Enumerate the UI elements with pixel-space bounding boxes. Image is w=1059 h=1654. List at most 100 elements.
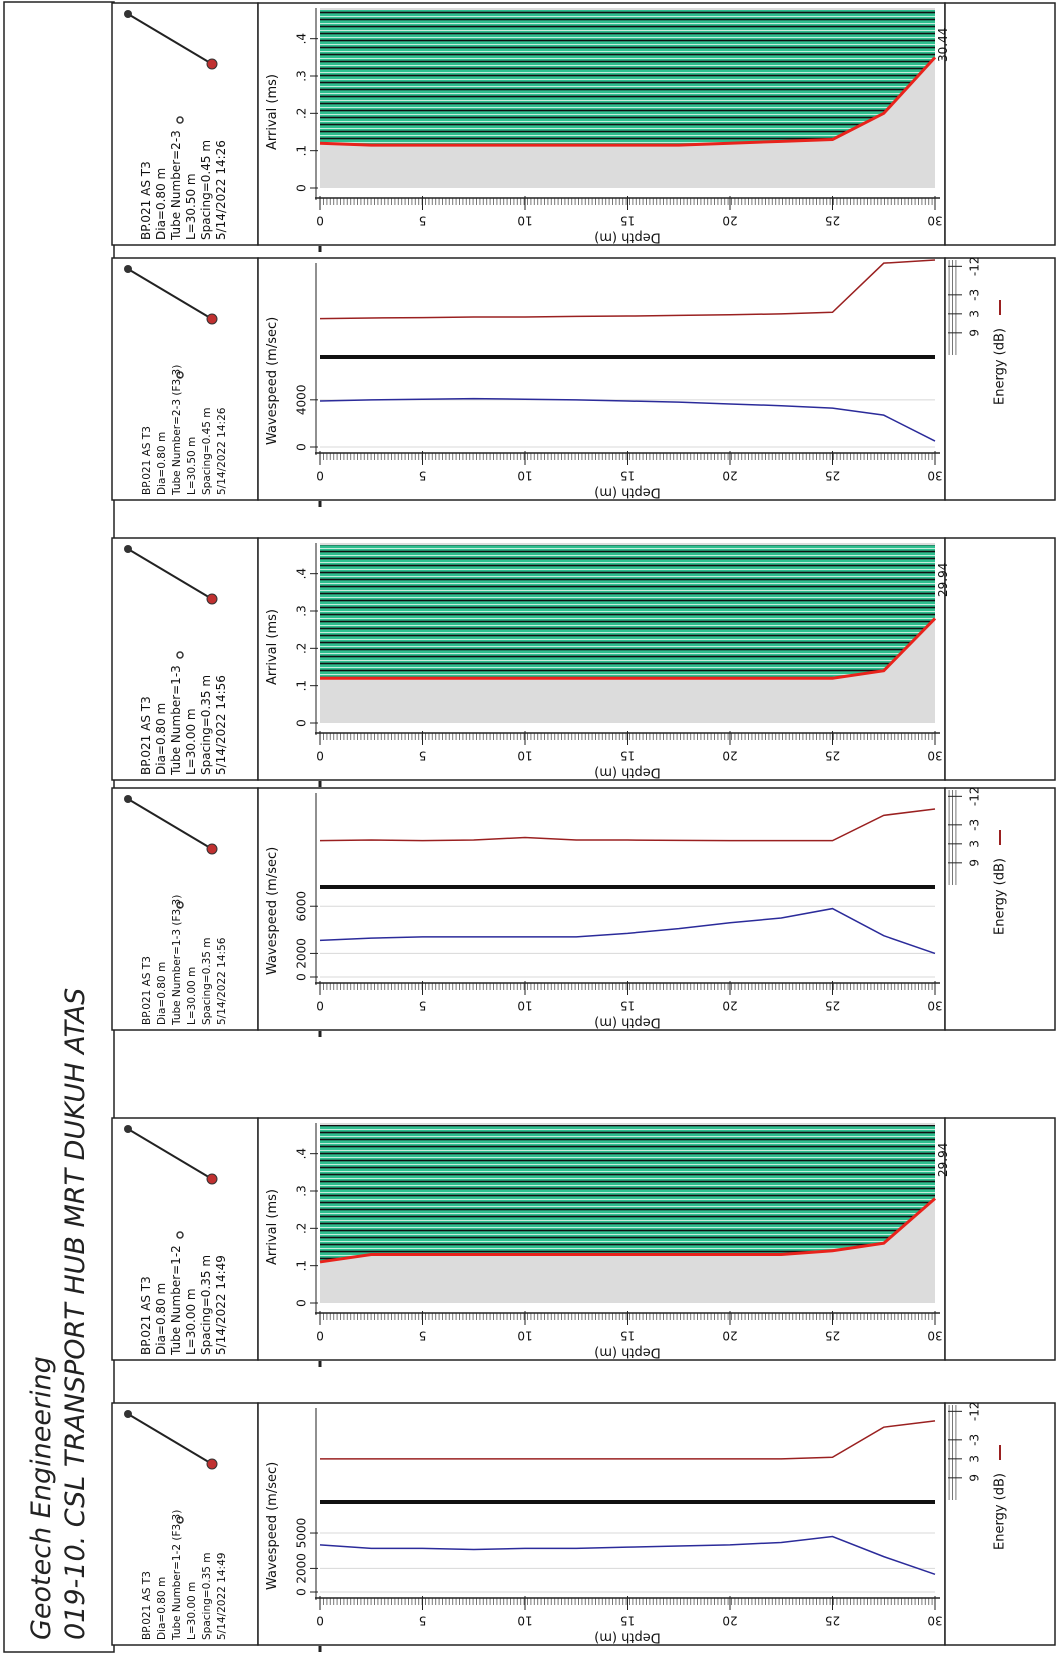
info-line: BP.021 AS T3: [139, 161, 153, 240]
y2-tick-label: 3: [968, 1455, 982, 1463]
y-tick-label: 0: [295, 184, 309, 192]
x-tick-label: 15: [620, 214, 635, 228]
waveform-area: [320, 545, 935, 679]
tube: [206, 58, 218, 70]
energy-line: [319, 259, 936, 320]
y2-tick-label: -12: [968, 1402, 982, 1422]
y2-axis-label: Energy (dB): [993, 858, 1008, 935]
info-box: [111, 1402, 259, 1646]
info-line: L=30.00 m: [184, 708, 198, 775]
tube: [206, 313, 218, 325]
info-line: Dia=0.80 m: [156, 962, 168, 1025]
tube: [176, 1516, 184, 1524]
tube: [206, 1458, 218, 1470]
tube-link: [127, 1413, 213, 1465]
side-box: [944, 1117, 1056, 1361]
info-line: Tube Number=1-3: [169, 665, 183, 776]
company: Geotech Engineering: [26, 1356, 57, 1640]
end-depth-label: 29.94: [936, 563, 950, 597]
x-tick-label: 30: [927, 1614, 942, 1628]
y-tick-label: .2: [295, 643, 309, 654]
x-tick-label: 5: [419, 749, 427, 763]
energy-scale-hatch: [948, 260, 958, 355]
x-tick-label: 25: [825, 1614, 840, 1628]
y2-axis-label: Energy (dB): [993, 1473, 1008, 1550]
tube: [124, 1410, 132, 1418]
tube: [124, 1125, 132, 1133]
x-tick-label: 30: [927, 749, 942, 763]
tube: [124, 795, 132, 803]
tube: [176, 371, 184, 379]
info-line: Spacing=0.45 m: [199, 140, 213, 240]
x-axis-label: Depth (m): [594, 1630, 661, 1645]
tube: [206, 593, 218, 605]
x-tick-label: 10: [517, 749, 532, 763]
x-tick-label: 25: [825, 1329, 840, 1343]
y-tick-label: 4000: [295, 385, 309, 416]
x-tick-label: 15: [620, 749, 635, 763]
y-axis-label: Wavespeed (m/sec): [265, 1462, 280, 1590]
x-tick-label: 30: [927, 469, 942, 483]
plot-box: [257, 257, 946, 501]
wavespeed-line: [319, 397, 936, 442]
y2-tick-label: 3: [968, 310, 982, 318]
x-tick-label: 10: [517, 1614, 532, 1628]
info-line: Dia=0.80 m: [156, 432, 168, 495]
info-box: [111, 1117, 259, 1361]
y2-tick-label: 9: [968, 859, 982, 867]
y-tick-label: 0: [295, 719, 309, 727]
project-title: 019-10. CSL TRANSPORT HUB MRT DUKUH ATAS: [60, 988, 91, 1640]
info-box: [111, 257, 259, 501]
x-tick-label: 25: [825, 469, 840, 483]
x-tick-label: 10: [517, 214, 532, 228]
y-axis-label: Arrival (ms): [265, 609, 280, 685]
waveform-area: [320, 1125, 935, 1262]
y-tick-label: 0: [295, 973, 309, 981]
x-tick-label: 15: [620, 1614, 635, 1628]
tube: [176, 1231, 184, 1239]
x-axis-label: Depth (m): [594, 230, 661, 245]
y-tick-label: 0: [295, 1588, 309, 1596]
info-line: L=30.50 m: [184, 173, 198, 240]
info-box: [111, 537, 259, 781]
y-tick-label: 6000: [295, 891, 309, 922]
tube: [176, 116, 184, 124]
energy-line: [320, 1420, 936, 1460]
info-line: Dia=0.80 m: [156, 1577, 168, 1640]
info-line: 5/14/2022 14:26: [214, 140, 228, 240]
x-tick-label: 5: [419, 214, 427, 228]
y-tick-label: 0: [295, 443, 309, 451]
y-axis-label: Wavespeed (m/sec): [265, 317, 280, 445]
x-tick-label: 15: [620, 469, 635, 483]
x-tick-label: 0: [316, 469, 324, 483]
y-tick-label: .4: [295, 33, 309, 44]
info-line: BP.021 AS T3: [141, 956, 153, 1025]
info-line: Tube Number=2-3: [169, 130, 183, 241]
y-tick-label: 5000: [295, 1518, 309, 1549]
side-box: [944, 257, 1056, 501]
x-tick-label: 0: [316, 999, 324, 1013]
y2-tick-label: -12: [968, 257, 982, 277]
tube: [124, 265, 132, 273]
title-frame: [3, 1, 115, 1653]
info-line: BP.021 AS T3: [141, 426, 153, 495]
x-tick-label: 30: [927, 1329, 942, 1343]
info-line: 5/14/2022 14:56: [214, 675, 228, 775]
info-line: Tube Number=1-2: [169, 1245, 183, 1356]
x-tick-label: 10: [517, 469, 532, 483]
x-tick-label: 5: [419, 469, 427, 483]
x-tick-label: 20: [722, 1614, 737, 1628]
x-tick-label: 0: [316, 214, 324, 228]
first-arrival-line: [320, 617, 937, 680]
y2-axis-label: Energy (dB): [993, 328, 1008, 405]
energy-line: [319, 808, 936, 842]
info-line: BP.021 AS T3: [139, 1276, 153, 1355]
end-depth-label: 29.94: [936, 1143, 950, 1177]
tube-link: [127, 548, 213, 600]
y-tick-label: .4: [295, 1148, 309, 1159]
info-line: Tube Number=1-3 (F3,3): [171, 895, 183, 1026]
x-tick-label: 15: [620, 1329, 635, 1343]
tube: [206, 1173, 218, 1185]
info-line: Spacing=0.45 m: [201, 407, 213, 495]
